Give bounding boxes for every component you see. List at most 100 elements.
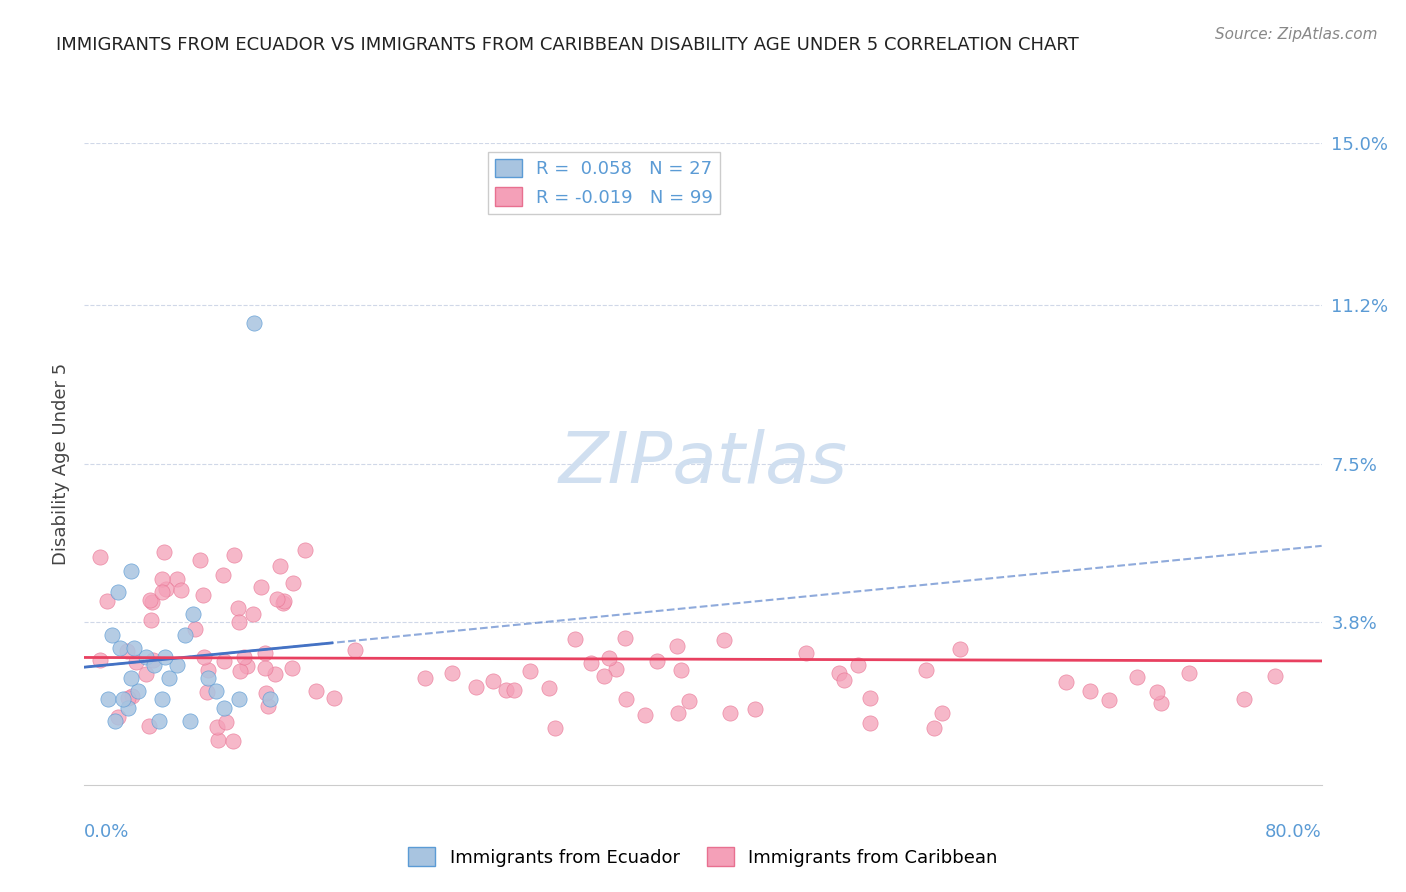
Point — [120, 671, 142, 685]
Point — [212, 654, 235, 668]
Point — [152, 544, 174, 558]
Point — [931, 706, 953, 720]
Point — [634, 707, 657, 722]
Point — [228, 615, 250, 630]
Point — [598, 651, 620, 665]
Point — [465, 680, 488, 694]
Point — [150, 572, 173, 586]
Point — [1264, 669, 1286, 683]
Point — [236, 659, 259, 673]
Point — [159, 671, 181, 685]
Point — [914, 663, 936, 677]
Point — [249, 580, 271, 594]
Text: IMMIGRANTS FROM ECUADOR VS IMMIGRANTS FROM CARIBBEAN DISABILITY AGE UNDER 5 CORR: IMMIGRANTS FROM ECUADOR VS IMMIGRANTS FR… — [56, 36, 1078, 54]
Point — [191, 588, 214, 602]
Point — [669, 663, 692, 677]
Point — [205, 683, 228, 698]
Point — [197, 671, 219, 685]
Point — [1146, 685, 1168, 699]
Legend: Immigrants from Ecuador, Immigrants from Caribbean: Immigrants from Ecuador, Immigrants from… — [401, 840, 1005, 874]
Point — [718, 706, 741, 720]
Point — [243, 316, 266, 330]
Point — [259, 692, 281, 706]
Y-axis label: Disability Age Under 5: Disability Age Under 5 — [52, 363, 70, 565]
Point — [89, 653, 111, 667]
Point — [614, 692, 637, 706]
Point — [143, 658, 166, 673]
Point — [141, 595, 163, 609]
Point — [1233, 692, 1256, 706]
Point — [1150, 696, 1173, 710]
Point — [859, 716, 882, 731]
Point — [579, 657, 602, 671]
Point — [135, 649, 157, 664]
Point — [1098, 693, 1121, 707]
Point — [141, 613, 163, 627]
Text: Source: ZipAtlas.com: Source: ZipAtlas.com — [1215, 27, 1378, 42]
Point — [155, 582, 177, 597]
Point — [281, 661, 304, 675]
Point — [481, 673, 503, 688]
Point — [744, 702, 766, 716]
Point — [205, 720, 228, 734]
Point — [796, 646, 818, 660]
Point — [108, 640, 131, 655]
Point — [215, 714, 238, 729]
Point — [949, 642, 972, 657]
Point — [221, 733, 243, 747]
Point — [283, 576, 305, 591]
Point — [846, 658, 869, 673]
Point — [107, 585, 129, 599]
Point — [142, 653, 165, 667]
Point — [271, 596, 294, 610]
Point — [138, 719, 160, 733]
Point — [832, 673, 855, 687]
Point — [226, 601, 249, 615]
Point — [827, 666, 849, 681]
Point — [150, 692, 173, 706]
Point — [117, 690, 139, 705]
Point — [256, 698, 278, 713]
Text: 80.0%: 80.0% — [1265, 823, 1322, 841]
Point — [107, 709, 129, 723]
Point — [212, 701, 235, 715]
Point — [181, 607, 204, 621]
Point — [502, 682, 524, 697]
Point — [120, 564, 142, 578]
Point — [253, 646, 276, 660]
Point — [305, 683, 328, 698]
Point — [413, 671, 436, 685]
Point — [233, 650, 256, 665]
Point — [169, 582, 191, 597]
Point — [242, 607, 264, 622]
Point — [666, 706, 689, 720]
Point — [115, 643, 138, 657]
Point — [519, 664, 541, 678]
Point — [121, 690, 143, 704]
Point — [207, 733, 229, 747]
Text: 0.0%: 0.0% — [84, 823, 129, 841]
Point — [228, 692, 250, 706]
Point — [254, 661, 277, 675]
Point — [922, 721, 945, 735]
Point — [135, 666, 157, 681]
Point — [139, 593, 162, 607]
Point — [264, 666, 287, 681]
Point — [605, 662, 627, 676]
Point — [344, 642, 367, 657]
Point — [166, 573, 188, 587]
Point — [266, 592, 288, 607]
Point — [104, 714, 127, 728]
Point — [117, 701, 139, 715]
Point — [195, 685, 218, 699]
Point — [294, 543, 316, 558]
Point — [645, 654, 668, 668]
Point — [150, 585, 173, 599]
Point — [124, 655, 146, 669]
Point — [128, 683, 150, 698]
Point — [859, 691, 882, 706]
Legend: R =  0.058   N = 27, R = -0.019   N = 99: R = 0.058 N = 27, R = -0.019 N = 99 — [488, 152, 720, 214]
Point — [666, 640, 689, 654]
Point — [495, 683, 517, 698]
Point — [269, 558, 291, 573]
